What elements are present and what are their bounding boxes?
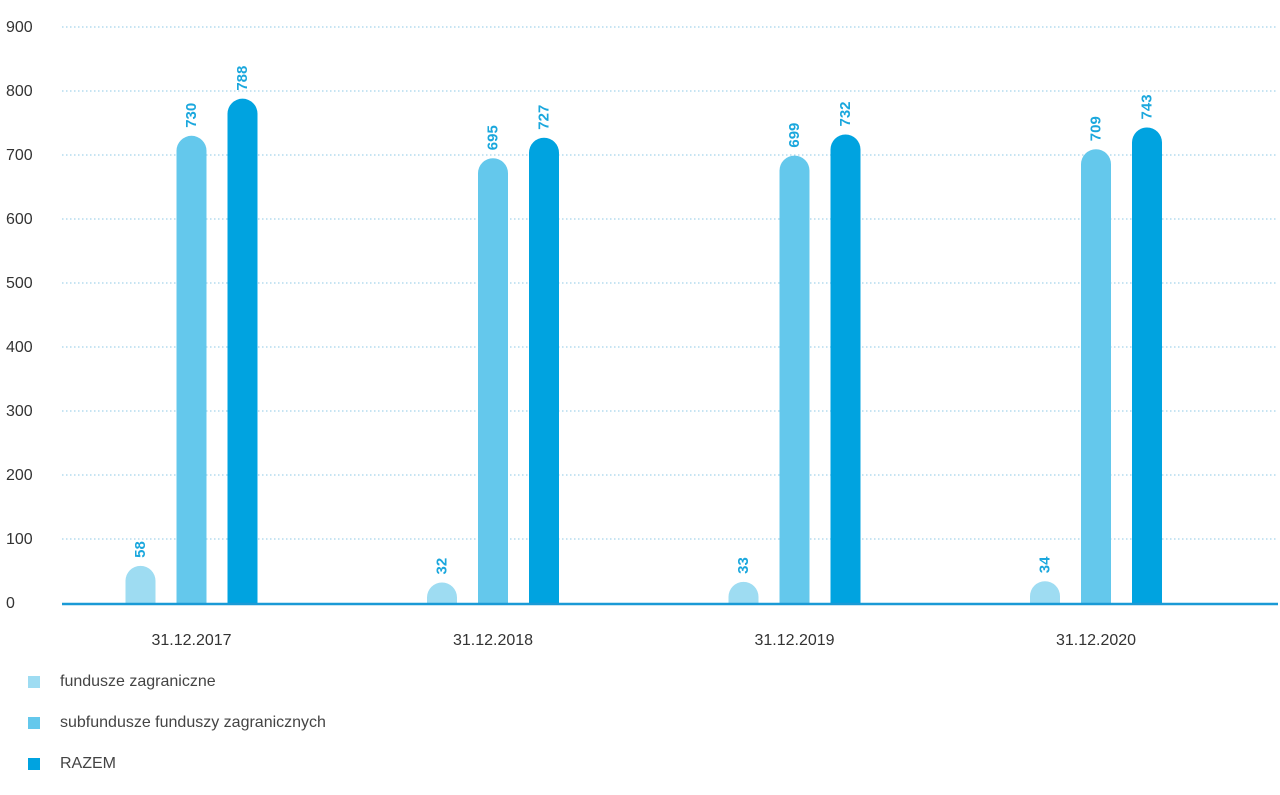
y-tick-label: 900	[6, 19, 33, 36]
y-tick-label: 300	[6, 403, 33, 420]
y-tick-label: 800	[6, 83, 33, 100]
value-label: 32	[434, 558, 451, 575]
bar-chart: 0 100 200 300 400 500 600 700 800 900 58 730 788 32 6…	[6, 19, 1278, 649]
y-tick-label: 500	[6, 275, 33, 292]
y-tick-label: 600	[6, 211, 33, 228]
value-labels: 58 730 788 32 695 727 33 699 732 34 709 743	[132, 66, 1156, 575]
bar	[227, 98, 258, 604]
legend-label: fundusze zagraniczne	[60, 673, 216, 690]
y-tick-label: 0	[6, 595, 15, 612]
value-label: 709	[1088, 116, 1105, 141]
x-axis-ticks: 31.12.2017 31.12.2018 31.12.2019 31.12.2020	[151, 632, 1136, 649]
y-tick-label: 200	[6, 467, 33, 484]
bar	[728, 581, 759, 603]
value-label: 732	[837, 101, 854, 126]
bar	[529, 137, 559, 603]
legend-label: subfundusze funduszy zagranicznych	[60, 714, 326, 731]
x-tick-label: 31.12.2020	[1056, 632, 1136, 649]
bar	[125, 565, 156, 603]
value-label: 699	[786, 123, 803, 148]
bar	[830, 134, 861, 603]
legend-swatch	[28, 717, 40, 729]
y-tick-label: 400	[6, 339, 33, 356]
legend-swatch	[28, 676, 40, 688]
value-label: 727	[536, 105, 553, 130]
y-axis-ticks: 0 100 200 300 400 500 600 700 800 900	[6, 19, 33, 612]
value-label: 58	[132, 541, 149, 558]
value-label: 730	[183, 103, 200, 128]
legend-label: RAZEM	[60, 755, 116, 772]
y-tick-label: 100	[6, 531, 33, 548]
legend-swatch	[28, 758, 40, 770]
bar	[478, 158, 508, 603]
bar	[1081, 149, 1111, 604]
bar	[176, 135, 207, 603]
bar	[779, 155, 810, 603]
legend: fundusze zagraniczne subfundusze fundusz…	[28, 672, 326, 795]
value-label: 33	[735, 557, 752, 574]
bar	[1132, 127, 1162, 603]
gridlines	[62, 26, 1278, 540]
bars	[125, 98, 1162, 604]
bar	[427, 582, 457, 603]
x-tick-label: 31.12.2017	[151, 632, 231, 649]
y-tick-label: 700	[6, 147, 33, 164]
value-label: 788	[234, 66, 251, 91]
legend-item-razem: RAZEM	[28, 754, 326, 774]
x-tick-label: 31.12.2019	[754, 632, 834, 649]
value-label: 34	[1037, 556, 1054, 573]
value-label: 695	[485, 125, 502, 150]
bar	[1030, 581, 1061, 603]
value-label: 743	[1139, 94, 1156, 119]
legend-item-subfundusze: subfundusze funduszy zagranicznych	[28, 713, 326, 733]
x-tick-label: 31.12.2018	[453, 632, 533, 649]
legend-item-fundusze-zagraniczne: fundusze zagraniczne	[28, 672, 326, 692]
